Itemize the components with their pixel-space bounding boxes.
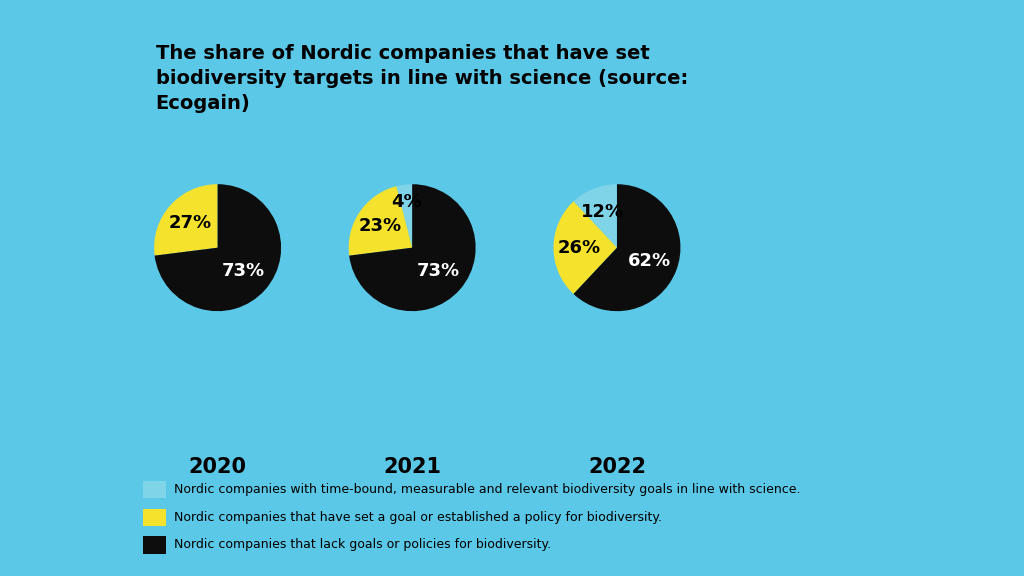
Wedge shape [573, 184, 680, 311]
Text: 26%: 26% [557, 238, 600, 257]
Wedge shape [155, 184, 218, 256]
Wedge shape [573, 184, 616, 248]
Text: 2020: 2020 [188, 457, 247, 476]
Text: 73%: 73% [222, 262, 265, 280]
Text: 2022: 2022 [588, 457, 646, 476]
Text: Nordic companies that have set a goal or established a policy for biodiversity.: Nordic companies that have set a goal or… [174, 511, 663, 524]
Text: 62%: 62% [628, 252, 671, 270]
Text: 2021: 2021 [383, 457, 441, 476]
Wedge shape [155, 184, 281, 311]
Text: Nordic companies that lack goals or policies for biodiversity.: Nordic companies that lack goals or poli… [174, 539, 551, 551]
Wedge shape [553, 202, 616, 294]
Text: Nordic companies with time-bound, measurable and relevant biodiversity goals in : Nordic companies with time-bound, measur… [174, 483, 801, 496]
Text: 27%: 27% [168, 214, 212, 232]
Wedge shape [349, 186, 412, 256]
Text: 23%: 23% [359, 217, 402, 235]
Wedge shape [349, 184, 475, 311]
Text: 12%: 12% [582, 203, 625, 221]
Text: The share of Nordic companies that have set
biodiversity targets in line with sc: The share of Nordic companies that have … [156, 44, 688, 113]
Wedge shape [396, 184, 412, 248]
Text: 73%: 73% [417, 262, 460, 280]
Text: 4%: 4% [391, 194, 422, 211]
